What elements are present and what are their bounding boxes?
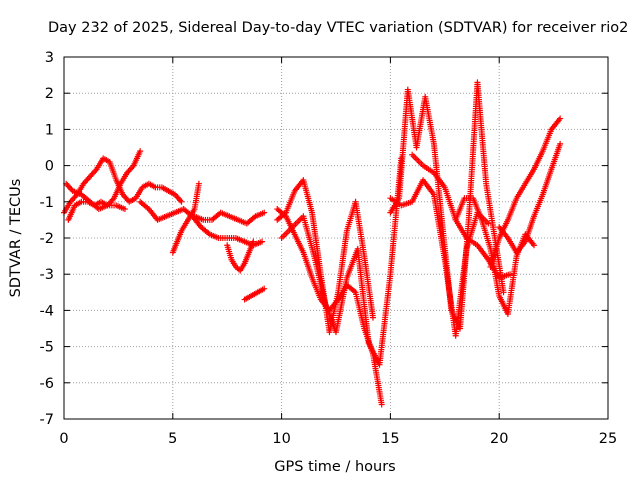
y-tick-label: 2 xyxy=(45,86,54,102)
data-point-sat-i xyxy=(369,314,376,321)
data-point-sat-g xyxy=(250,238,257,245)
data-point-sat-e xyxy=(195,180,202,187)
data-point-sat-c xyxy=(121,206,128,213)
y-tick-label: -7 xyxy=(40,412,54,428)
x-axis-label: GPS time / hours xyxy=(274,459,395,475)
x-tick-label: 5 xyxy=(168,431,177,447)
y-tick-label: -5 xyxy=(40,340,54,356)
x-tick-label: 25 xyxy=(599,431,617,447)
axis-ticks: 0 5 10 15 20 25 -7 -6 -5 -4 -3 -2 -1 0 1 2 3 xyxy=(40,50,618,447)
y-tick-label: -6 xyxy=(40,376,54,392)
data-point-sat-j xyxy=(378,401,385,408)
y-tick-label: -3 xyxy=(40,267,54,283)
data-point-sat-n xyxy=(507,271,514,278)
y-tick-label: -4 xyxy=(40,303,54,319)
y-tick-label: -2 xyxy=(40,231,54,247)
data-point-sat-b xyxy=(137,148,144,155)
y-tick-label: 3 xyxy=(45,50,54,66)
data-point-sat-m xyxy=(485,220,492,227)
data-point-sat-q xyxy=(557,140,564,147)
chart-title: Day 232 of 2025, Sidereal Day-to-day VTE… xyxy=(48,20,628,36)
x-tick-label: 15 xyxy=(381,431,399,447)
data-point-sat-a xyxy=(178,198,185,205)
data-point-sat-d xyxy=(259,238,266,245)
x-tick-label: 0 xyxy=(59,431,68,447)
x-tick-label: 20 xyxy=(490,431,508,447)
data-point-sat-o xyxy=(531,242,538,249)
data-points xyxy=(61,79,564,408)
x-tick-label: 10 xyxy=(272,431,290,447)
data-point-sat-l xyxy=(500,289,507,296)
y-tick-label: 1 xyxy=(45,122,54,138)
data-point-sat-f xyxy=(261,209,268,216)
y-axis-label: SDTVAR / TECUs xyxy=(8,179,24,298)
data-point-sat-p xyxy=(557,115,564,122)
data-point-sat-h xyxy=(261,285,268,292)
y-tick-label: -1 xyxy=(40,195,54,211)
y-tick-label: 0 xyxy=(45,159,54,175)
